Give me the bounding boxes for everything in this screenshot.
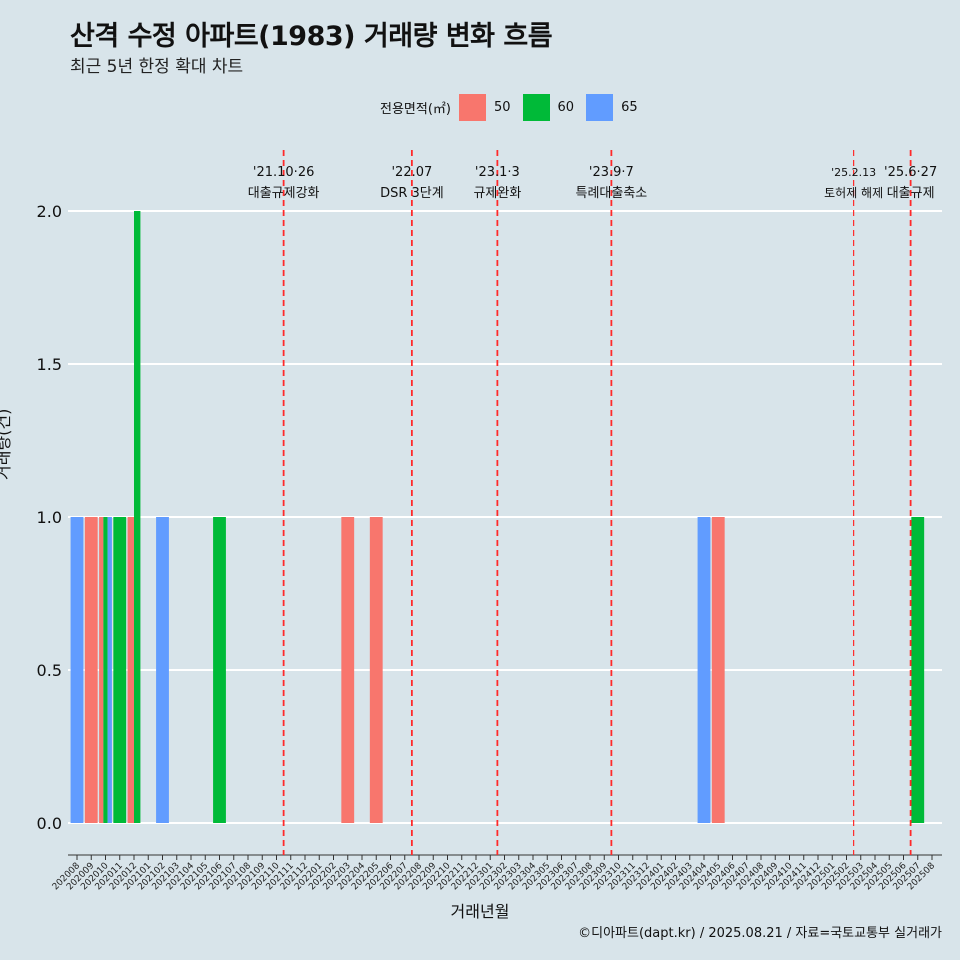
bar-202404-65 (697, 517, 711, 823)
y-tick-label: 0.0 (37, 814, 62, 833)
event-date-label: '21.10·26 (253, 165, 314, 180)
x-axis-label: 거래년월 (450, 902, 510, 921)
event-date-label: '23.1·3 (475, 165, 520, 180)
legend-item-50: 50 (458, 93, 511, 121)
bar-202012-60 (134, 211, 141, 823)
event-label: 대출규제 (887, 186, 935, 201)
y-tick-label: 0.5 (37, 661, 62, 680)
event-label: DSR 3단계 (380, 186, 444, 201)
legend-title: 전용면적(㎡) (380, 101, 451, 117)
legend-swatch-50 (458, 93, 486, 121)
bar-202106-60 (213, 517, 226, 823)
chart-subtitle: 최근 5년 한정 확대 차트 (70, 57, 244, 77)
chart-title: 산격 수정 아파트(1983) 거래량 변화 흐름 (70, 21, 553, 52)
bar-202205-50 (369, 517, 383, 823)
legend-label-60: 60 (557, 99, 575, 115)
legend-item-60: 60 (522, 93, 575, 121)
bar-202012-50 (127, 517, 134, 823)
event-date-label: '22.07 (391, 165, 432, 180)
bar-202010-60 (103, 517, 108, 823)
bar-202010-50 (99, 517, 104, 823)
y-tick-label: 1.5 (37, 355, 62, 374)
y-tick-label: 1.0 (37, 508, 62, 527)
y-axis-label: 거래량(건) (0, 408, 13, 480)
event-date-label: '23.9·7 (589, 165, 634, 180)
y-tick-label: 2.0 (37, 202, 62, 221)
legend-label-50: 50 (493, 99, 511, 115)
legend-label-65: 65 (621, 99, 638, 115)
bar-202009-50 (84, 517, 98, 823)
event-label: 대출규제강화 (248, 186, 320, 201)
legend-swatch-65 (586, 93, 614, 121)
bar-202102-65 (156, 517, 169, 823)
bar-202203-50 (341, 517, 355, 823)
bar-202010-65 (107, 517, 112, 823)
legend: 전용면적(㎡) 50 60 65 (380, 92, 650, 122)
event-date-label: '25.2.13 (831, 166, 876, 179)
legend-swatch-60 (522, 93, 550, 121)
bar-202008-65 (70, 517, 84, 823)
event-label: 특례대출축소 (575, 186, 647, 201)
bar-202405-50 (711, 517, 725, 823)
event-label: 규제완화 (473, 186, 521, 201)
event-label: 토허제 해제 (824, 186, 883, 200)
legend-item-65: 65 (586, 93, 638, 121)
bar-202011-60 (113, 517, 127, 823)
event-date-label: '25.6·27 (884, 165, 937, 180)
source-caption: ©디아파트(dapt.kr) / 2025.08.21 / 자료=국토교통부 실… (578, 926, 942, 941)
bar-202507-60 (911, 517, 925, 823)
